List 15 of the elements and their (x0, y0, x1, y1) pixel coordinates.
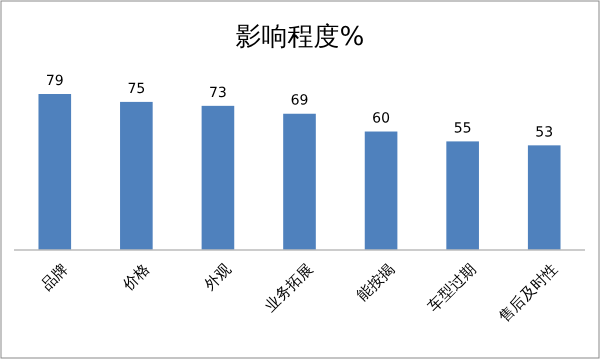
data-label: 75 (127, 80, 146, 97)
x-tick-label: 价格 (118, 260, 154, 295)
x-tick-label: 品牌 (38, 260, 72, 294)
data-label: 79 (46, 73, 64, 89)
x-tick-label: 能按揭 (353, 260, 398, 305)
x-tick-label: 外观 (200, 260, 235, 294)
x-tick-label: 车型过期 (424, 260, 480, 316)
data-label: 73 (209, 84, 227, 101)
data-label: 69 (290, 92, 308, 109)
data-label: 53 (535, 124, 554, 140)
x-tick-label: 业务拓展 (261, 260, 316, 316)
x-tick-label: 售后及时性 (495, 260, 561, 326)
data-label: 55 (454, 120, 472, 136)
chart-title: 影响程度% (236, 22, 364, 52)
data-label: 60 (372, 110, 390, 127)
